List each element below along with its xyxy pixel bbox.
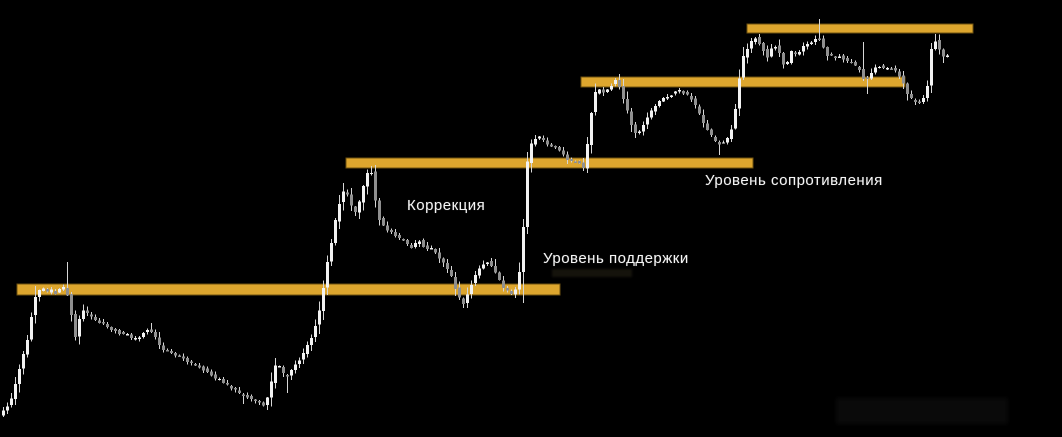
correction-label: Коррекция [407, 197, 486, 214]
resistance-level-label: Уровень сопротивления [705, 172, 883, 189]
resistance-level-bar-1 [345, 157, 754, 169]
candlesticks-layer [2, 19, 949, 418]
support-level-bar [16, 283, 561, 296]
level-bars-layer [16, 23, 974, 296]
support-level-label: Уровень поддержки [543, 250, 689, 267]
resistance-level-bar-3 [746, 23, 974, 34]
